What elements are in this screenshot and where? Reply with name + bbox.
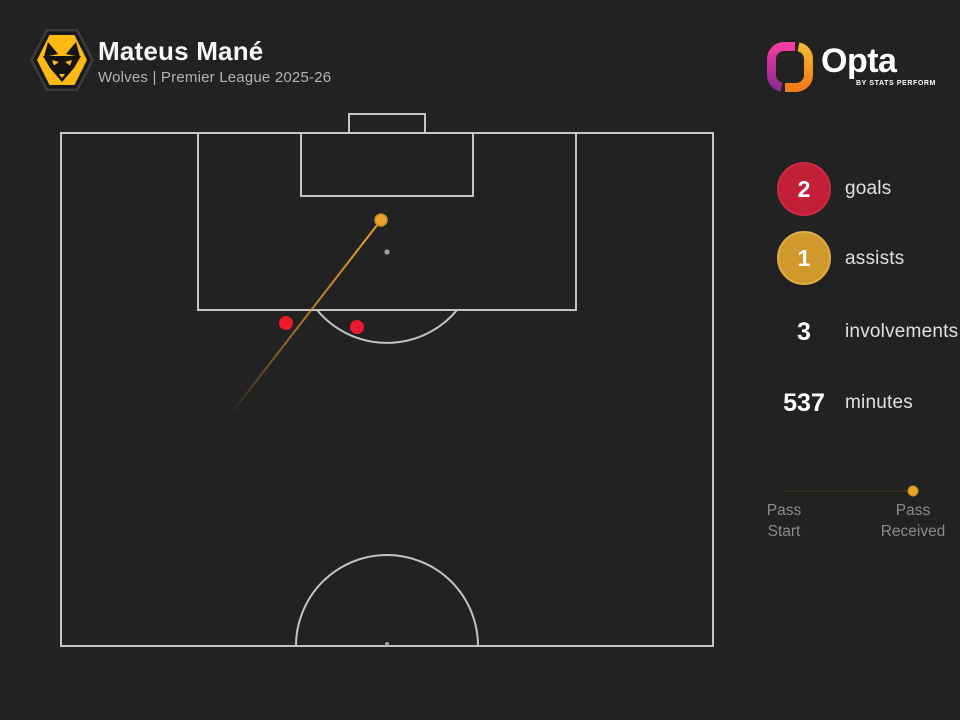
opta-ring-icon: [767, 42, 813, 92]
involvements-value: 3: [797, 318, 811, 346]
six-yard-box: [300, 132, 474, 197]
opta-wordmark: Opta: [821, 42, 897, 80]
assists-label: assists: [845, 248, 905, 269]
assists-value: 1: [797, 244, 811, 271]
pass-received-marker: [374, 213, 388, 227]
goals-badge: 2: [777, 162, 831, 216]
penalty-arc: [316, 309, 458, 344]
centre-spot: [385, 642, 389, 646]
opta-logo: Opta BY STATS PERFORM: [766, 40, 936, 96]
penalty-spot: [384, 249, 390, 255]
legend-pass-received-dot: [907, 485, 919, 497]
legend-pass-received-label: Pass Received: [880, 502, 946, 540]
pass-legend-graphic: [784, 485, 919, 497]
events-layer: [232, 213, 388, 412]
player-name: Mateus Mané: [98, 36, 264, 66]
goal-marker: [279, 316, 293, 330]
involvements-label: involvements: [845, 321, 959, 342]
wolves-crest-icon: [30, 29, 94, 91]
header-title-block: Mateus Mané Wolves | Premier League 2025…: [98, 36, 331, 86]
goals-label: goals: [845, 178, 892, 199]
minutes-value: 537: [783, 389, 825, 417]
pitch-boundary: [60, 132, 714, 647]
competition-subtitle: Wolves | Premier League 2025-26: [98, 69, 332, 86]
minutes-label: minutes: [845, 392, 913, 413]
goal-marker: [350, 320, 364, 334]
legend-pass-start-label: Pass Start: [766, 502, 802, 540]
stats-perform-tagline: BY STATS PERFORM: [856, 80, 936, 87]
goals-value: 2: [797, 175, 811, 202]
assists-badge: 1: [777, 231, 831, 285]
assist-pass-line: [232, 219, 382, 412]
centre-circle: [295, 554, 479, 647]
goal-frame: [348, 113, 426, 134]
